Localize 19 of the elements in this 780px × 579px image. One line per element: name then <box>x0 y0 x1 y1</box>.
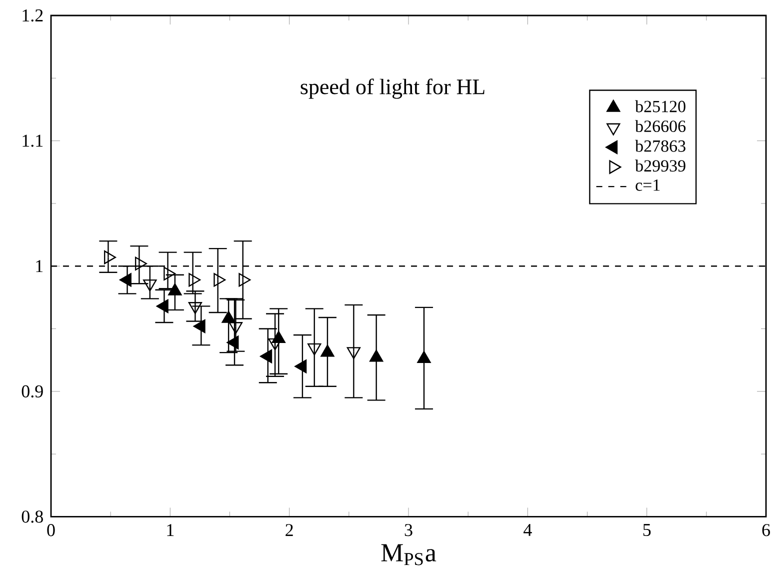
x-tick-label: 4 <box>524 524 532 536</box>
y-tick-label: 1.2 <box>22 9 43 22</box>
y-tick-label: 0.9 <box>22 385 43 398</box>
y-tick-label: 1.1 <box>22 134 43 147</box>
x-tick-label: 3 <box>404 524 412 536</box>
legend-label: b26606 <box>635 120 686 132</box>
text: speed of light for HL <box>300 78 484 99</box>
y-tick-label: 0.8 <box>22 510 43 523</box>
x-tick-label: 1 <box>167 524 174 536</box>
x-tick-label: 6 <box>762 524 770 536</box>
y-tick-label: 1 <box>36 260 43 272</box>
x-tick-label: 2 <box>286 524 293 536</box>
legend-label: b25120 <box>635 100 686 112</box>
x-axis-title: M$_{PS}$a <box>381 544 436 566</box>
legend-label: b27863 <box>635 140 686 152</box>
x-tick-label: 5 <box>643 524 651 536</box>
x-tick-label: 0 <box>47 524 55 536</box>
legend-label: b29939 <box>635 160 686 172</box>
legend-label: c=1 <box>636 179 660 191</box>
